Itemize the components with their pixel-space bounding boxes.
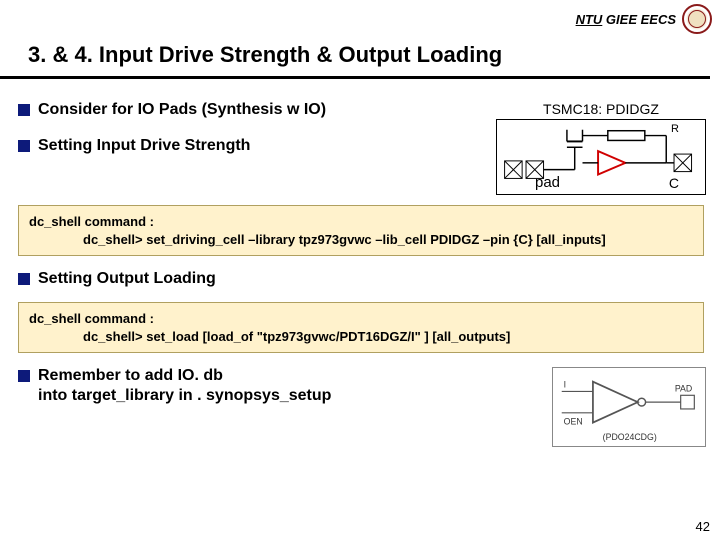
- c-label: C: [669, 175, 679, 191]
- diamond-icon: [18, 273, 30, 285]
- circuit-diagram: TSMC18: PDIDGZ: [496, 101, 706, 195]
- bullet-output-loading: Setting Output Loading: [18, 270, 706, 288]
- diamond-icon: [18, 370, 30, 382]
- cmd2-head: dc_shell command :: [29, 311, 154, 326]
- bullet-remember-io: Remember to add IO. db: [18, 367, 534, 385]
- diagram-svg: R C pad: [496, 119, 706, 195]
- header-org: NTU GIEE EECS: [576, 12, 676, 27]
- svg-text:PAD: PAD: [675, 384, 692, 394]
- cmd1-head: dc_shell command :: [29, 214, 154, 229]
- page-number: 42: [696, 519, 710, 534]
- pad-label: pad: [535, 174, 560, 191]
- row-1: Consider for IO Pads (Synthesis w IO) Se…: [18, 101, 706, 195]
- svg-text:OEN: OEN: [564, 417, 583, 427]
- r-label: R: [671, 123, 679, 135]
- bullet-remember-io-2: into target_library in . synopsys_setup: [38, 387, 534, 405]
- svg-text:I: I: [564, 380, 566, 390]
- svg-text:(PDO24CDG): (PDO24CDG): [603, 432, 657, 442]
- content: Consider for IO Pads (Synthesis w IO) Se…: [0, 79, 720, 447]
- diamond-icon: [18, 104, 30, 116]
- diamond-icon: [18, 140, 30, 152]
- ntu-logo-icon: [682, 4, 712, 34]
- command-box-2: dc_shell command : dc_shell> set_load [l…: [18, 302, 704, 353]
- row-bottom: Remember to add IO. db into target_libra…: [18, 367, 706, 447]
- io-schematic: I OEN PAD (PDO24CDG): [552, 367, 706, 447]
- cmd1-body: dc_shell> set_driving_cell –library tpz9…: [29, 231, 693, 249]
- diagram-title: TSMC18: PDIDGZ: [496, 101, 706, 117]
- command-box-1: dc_shell command : dc_shell> set_driving…: [18, 205, 704, 256]
- cmd2-body: dc_shell> set_load [load_of "tpz973gvwc/…: [29, 328, 693, 346]
- page-title: 3. & 4. Input Drive Strength & Output Lo…: [0, 36, 710, 79]
- bullet-consider-io: Consider for IO Pads (Synthesis w IO): [18, 101, 496, 119]
- header: NTU GIEE EECS: [0, 0, 720, 36]
- bullet-input-drive: Setting Input Drive Strength: [18, 137, 496, 155]
